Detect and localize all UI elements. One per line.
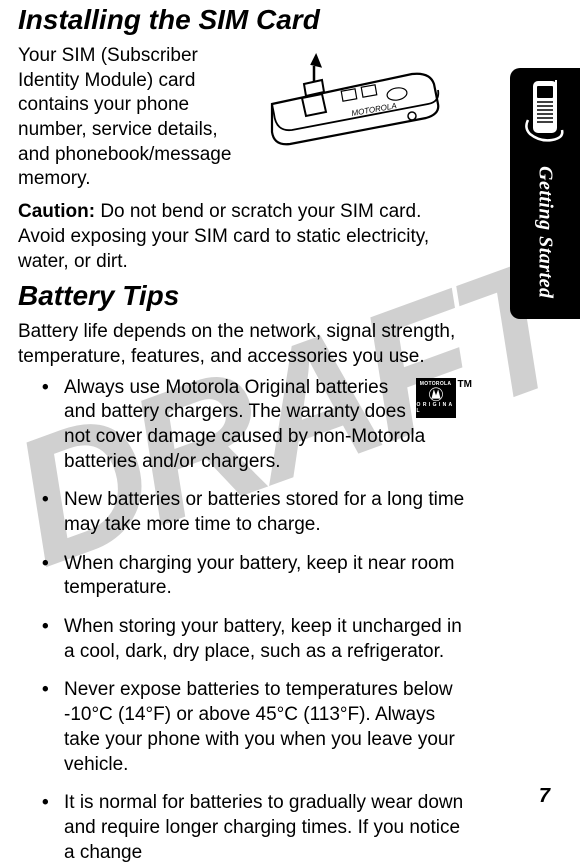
bullet-text: Never expose batteries to temperatures b… (64, 679, 455, 774)
sim-card-illustration: MOTOROLA (252, 44, 452, 154)
heading-sim: Installing the SIM Card (18, 4, 562, 36)
list-item: It is normal for batteries to gradually … (40, 791, 472, 865)
sim-intro-text: Your SIM (Subscriber Identity Module) ca… (18, 44, 244, 192)
page-number: 7 (539, 785, 550, 808)
phone-icon (522, 80, 568, 152)
badge-bottom: O R I G I N A L (417, 402, 455, 415)
motorola-original-badge: MOTOROLA O R I G I N A L TM (416, 378, 472, 418)
motorola-logo-icon (426, 387, 446, 402)
bullet-text: New batteries or batteries stored for a … (64, 489, 464, 535)
bullet-text: Always use Motorola Original batteries a… (64, 377, 425, 472)
badge-tm: TM (458, 378, 472, 391)
bullet-text: When storing your battery, keep it uncha… (64, 616, 462, 662)
section-tab: Getting Started (510, 68, 580, 319)
heading-battery: Battery Tips (18, 280, 562, 312)
list-item: Never expose batteries to temperatures b… (40, 678, 472, 777)
bullet-text: When charging your battery, keep it near… (64, 553, 454, 599)
list-item: MOTOROLA O R I G I N A L TM Always use M… (40, 376, 472, 475)
list-item: When charging your battery, keep it near… (40, 552, 472, 601)
section-tab-label: Getting Started (534, 166, 557, 299)
battery-intro: Battery life depends on the network, sig… (18, 320, 472, 369)
list-item: New batteries or batteries stored for a … (40, 488, 472, 537)
list-item: When storing your battery, keep it uncha… (40, 615, 472, 664)
sim-caution: Caution: Do not bend or scratch your SIM… (18, 200, 472, 274)
caution-label: Caution: (18, 201, 95, 222)
battery-bullets: MOTOROLA O R I G I N A L TM Always use M… (18, 376, 562, 865)
bullet-text: It is normal for batteries to gradually … (64, 792, 463, 862)
page-content: Installing the SIM Card Your SIM (Subscr… (0, 4, 580, 822)
